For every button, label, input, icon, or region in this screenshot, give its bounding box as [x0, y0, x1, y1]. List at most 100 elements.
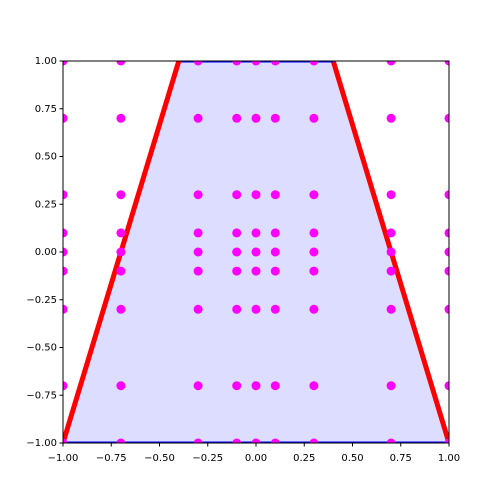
point — [309, 247, 319, 257]
point — [309, 190, 319, 200]
point — [309, 304, 319, 314]
point — [232, 304, 242, 314]
point — [270, 266, 280, 276]
point — [63, 304, 68, 314]
x-tick-label: 0.00 — [245, 453, 267, 464]
point — [386, 228, 396, 238]
point — [193, 228, 203, 238]
point — [386, 304, 396, 314]
point — [444, 61, 449, 66]
x-tick-label: −0.75 — [96, 453, 127, 464]
point — [270, 190, 280, 200]
point — [193, 438, 203, 443]
y-tick-label: −1.00 — [26, 438, 57, 449]
point — [386, 438, 396, 443]
point — [193, 266, 203, 276]
point — [232, 381, 242, 391]
point — [444, 381, 449, 391]
x-tick-label: −0.50 — [144, 453, 175, 464]
point — [444, 438, 449, 443]
point — [63, 228, 68, 238]
point — [251, 190, 261, 200]
point — [386, 381, 396, 391]
point — [251, 113, 261, 123]
point — [309, 113, 319, 123]
point — [116, 113, 126, 123]
point — [251, 247, 261, 257]
point — [63, 113, 68, 123]
y-tick-label: 0.25 — [35, 199, 57, 210]
y-tick-label: 1.00 — [35, 56, 57, 67]
point — [63, 247, 68, 257]
point — [444, 228, 449, 238]
point — [193, 381, 203, 391]
point — [232, 228, 242, 238]
y-tick-label: 0.00 — [35, 247, 57, 258]
point — [251, 438, 261, 443]
x-tick-label: −1.00 — [48, 453, 79, 464]
point — [309, 381, 319, 391]
point — [309, 266, 319, 276]
point — [309, 438, 319, 443]
point — [444, 304, 449, 314]
point — [63, 381, 68, 391]
point — [116, 438, 126, 443]
point — [193, 61, 203, 66]
point — [232, 438, 242, 443]
point — [386, 113, 396, 123]
point — [193, 304, 203, 314]
axes: −1.00 −0.75 −0.50 −0.25 0.00 0.25 0.50 0.75 1.00… — [26, 56, 460, 464]
point — [251, 266, 261, 276]
y-tick-label: −0.50 — [26, 343, 57, 354]
point — [251, 228, 261, 238]
point — [63, 61, 68, 66]
point — [251, 304, 261, 314]
point — [116, 247, 126, 257]
y-tick-label: −0.25 — [26, 295, 57, 306]
point — [444, 266, 449, 276]
point — [270, 113, 280, 123]
point — [251, 381, 261, 391]
point — [232, 61, 242, 66]
x-tick-label: 0.25 — [293, 453, 315, 464]
point — [116, 381, 126, 391]
point — [116, 228, 126, 238]
point — [232, 266, 242, 276]
x-tick-label: 0.75 — [390, 453, 412, 464]
point — [309, 228, 319, 238]
point — [386, 266, 396, 276]
point — [386, 190, 396, 200]
point — [116, 190, 126, 200]
point — [251, 61, 261, 66]
point — [193, 247, 203, 257]
point — [63, 190, 68, 200]
point — [444, 190, 449, 200]
x-tick-label: 0.50 — [341, 453, 363, 464]
point — [270, 304, 280, 314]
point — [270, 61, 280, 66]
point — [386, 61, 396, 66]
x-tick-label: 1.00 — [438, 453, 460, 464]
point — [193, 190, 203, 200]
point — [444, 247, 449, 257]
point — [309, 61, 319, 66]
y-tick-label: 0.50 — [35, 152, 57, 163]
point — [63, 266, 68, 276]
x-tick-label: −0.25 — [192, 453, 223, 464]
point — [193, 113, 203, 123]
point — [116, 266, 126, 276]
point — [116, 304, 126, 314]
point — [232, 247, 242, 257]
point — [444, 113, 449, 123]
point — [232, 113, 242, 123]
point — [386, 247, 396, 257]
point — [270, 228, 280, 238]
point — [270, 247, 280, 257]
point — [116, 61, 126, 66]
point — [63, 438, 68, 443]
y-tick-label: 0.75 — [35, 104, 57, 115]
point — [270, 381, 280, 391]
plot-area — [63, 61, 449, 443]
